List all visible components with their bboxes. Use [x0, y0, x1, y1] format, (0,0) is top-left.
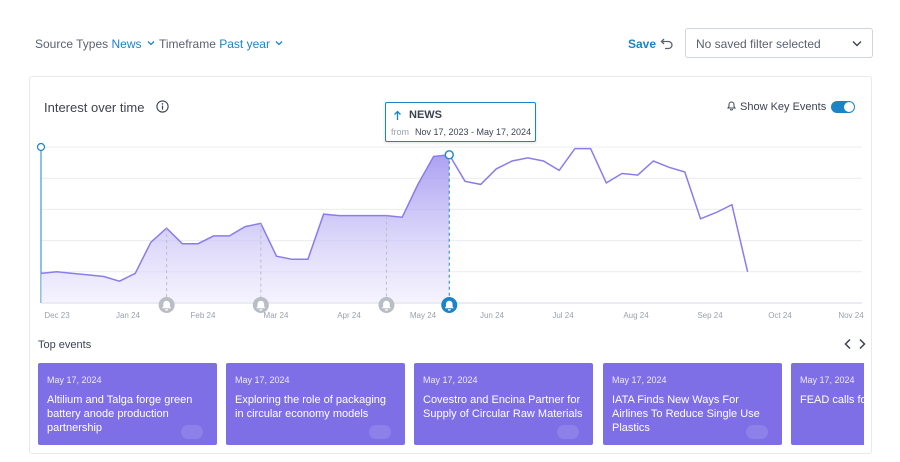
- event-card[interactable]: May 17, 2024 Altilium and Talga forge gr…: [38, 363, 217, 445]
- source-types-filter[interactable]: Source Types News: [35, 37, 155, 51]
- bell-icon: [381, 300, 392, 311]
- save-button[interactable]: Save: [628, 37, 657, 51]
- x-tick-label: Aug 24: [623, 311, 649, 320]
- event-card-decoration: [369, 425, 391, 439]
- top-events-carousel: May 17, 2024 Altilium and Talga forge gr…: [38, 363, 864, 445]
- x-tick-label: Apr 24: [337, 311, 361, 320]
- x-tick-label: Nov 24: [838, 311, 864, 320]
- x-tick-label: Jul 24: [552, 311, 574, 320]
- bell-icon: [162, 300, 172, 311]
- source-types-value: News: [111, 37, 142, 51]
- key-events-toggle[interactable]: [831, 101, 855, 113]
- chevron-down-icon: [275, 41, 283, 46]
- toggle-knob: [844, 102, 854, 112]
- chevron-down-icon: [147, 41, 155, 46]
- interest-chart: Dec 23 Jan 24 Feb 24 Mar 24 Apr 24 May 24 Jun …: [36, 142, 864, 320]
- info-icon[interactable]: [156, 100, 169, 113]
- bell-icon: [727, 101, 736, 111]
- event-date: May 17, 2024: [612, 375, 667, 385]
- timeframe-value: Past year: [219, 37, 270, 51]
- chevron-left-icon[interactable]: [843, 338, 853, 350]
- arrow-up-icon: [394, 110, 401, 120]
- x-tick-label: Oct 24: [768, 311, 792, 320]
- event-card-decoration: [181, 425, 203, 439]
- filter-bar: Source Types News Timeframe Past year Sa…: [0, 0, 900, 76]
- show-key-events-toggle-label[interactable]: Show Key Events: [726, 100, 826, 113]
- x-tick-label: Sep 24: [697, 311, 723, 320]
- x-tick-label: Mar 24: [264, 311, 289, 320]
- key-events-label: Show Key Events: [740, 101, 827, 113]
- bell-icon: [256, 300, 266, 311]
- tooltip-range: Nov 17, 2023 - May 17, 2024: [415, 127, 532, 137]
- x-tick-label: Jun 24: [480, 311, 505, 320]
- chart-tooltip: NEWS from Nov 17, 2023 - May 17, 2024: [385, 102, 536, 142]
- event-date: May 17, 2024: [235, 375, 290, 385]
- chevron-right-icon[interactable]: [857, 338, 867, 350]
- source-types-label: Source Types: [35, 37, 109, 51]
- event-card[interactable]: May 17, 2024 Exploring the role of packa…: [226, 363, 405, 445]
- range-start-handle: [36, 142, 46, 152]
- event-card-decoration: [746, 425, 768, 439]
- event-headline: Covestro and Encina Partner for Supply o…: [423, 394, 583, 420]
- saved-filter-select[interactable]: No saved filter selected: [685, 28, 873, 58]
- saved-filter-value: No saved filter selected: [696, 37, 821, 51]
- x-tick-label: Dec 23: [44, 311, 70, 320]
- event-date: May 17, 2024: [800, 375, 855, 385]
- event-headline: Exploring the role of packaging in circu…: [235, 394, 387, 420]
- bell-icon: [444, 300, 454, 311]
- x-tick-label: Feb 24: [191, 311, 216, 320]
- tooltip-from-label: from: [391, 127, 409, 137]
- x-axis-ticks: Dec 23 Jan 24 Feb 24 Mar 24 Apr 24 May 24 Jun …: [44, 311, 864, 320]
- timeframe-filter[interactable]: Timeframe Past year: [159, 37, 283, 51]
- event-date: May 17, 2024: [47, 375, 102, 385]
- event-card-decoration: [557, 425, 579, 439]
- event-card[interactable]: May 17, 2024 Covestro and Encina Partner…: [414, 363, 593, 445]
- event-headline: IATA Finds New Ways For Airlines To Redu…: [612, 394, 760, 434]
- key-events: [158, 150, 458, 313]
- event-card[interactable]: May 17, 2024 IATA Finds New Ways For Air…: [603, 363, 782, 445]
- tooltip-series: NEWS: [409, 109, 442, 121]
- active-point-marker: [444, 150, 454, 160]
- event-headline: Altilium and Talga forge green battery a…: [47, 394, 193, 434]
- event-card[interactable]: May 17, 2024 FEAD calls for a European: [791, 363, 864, 445]
- top-events-title: Top events: [38, 339, 92, 351]
- event-date: May 17, 2024: [423, 375, 478, 385]
- undo-icon[interactable]: [660, 36, 674, 50]
- highlighted-area: [41, 154, 450, 303]
- event-headline: FEAD calls for a European: [800, 394, 864, 406]
- x-tick-label: Jan 24: [116, 311, 141, 320]
- x-tick-label: May 24: [410, 311, 437, 320]
- chart-title: Interest over time: [44, 100, 145, 115]
- timeframe-label: Timeframe: [159, 37, 216, 51]
- series-line-news: [40, 147, 749, 283]
- chevron-down-icon: [852, 41, 862, 47]
